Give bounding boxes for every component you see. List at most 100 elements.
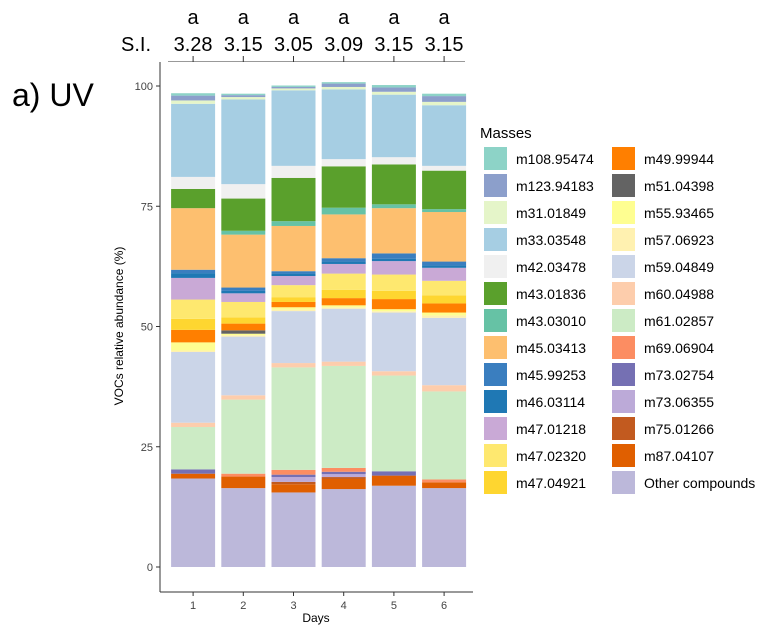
bar-segment-m43-03010-day-5: [371, 204, 416, 209]
si-value: 3.15: [374, 34, 413, 56]
legend-label: m45.03413: [516, 340, 586, 356]
bar-segment-m55-93465-day-1: [171, 342, 216, 351]
bar-segment-m123-94183-day-5: [371, 87, 416, 92]
bar-segment-m61-02857-day-1: [171, 427, 216, 470]
bar-segment-m42-03478-day-4: [321, 159, 366, 167]
legend-item: m87.04107: [612, 444, 714, 467]
legend-label: m47.04921: [516, 475, 586, 491]
legend-item: m46.03114: [484, 390, 585, 413]
bar-segment-m47-02320-day-6: [422, 280, 467, 296]
legend-label: m69.06904: [644, 340, 714, 356]
bar-segment-m108-95474-day-1: [171, 93, 216, 96]
bar-segment-m31-01849-day-4: [321, 86, 366, 90]
legend-item: m73.06355: [612, 390, 714, 413]
bar-segment-m31-01849-day-3: [271, 88, 316, 91]
y-tick-label: 75: [141, 201, 153, 213]
legend-title: Masses: [480, 125, 532, 142]
bar-segment-m47-01218-day-5: [371, 261, 416, 275]
bar-segment-m47-01218-day-4: [321, 263, 366, 274]
bar-segment-m108-95474-day-6: [422, 93, 467, 97]
legend-label: m73.02754: [644, 367, 714, 383]
legend: Masses m108.95474 m123.94183 m31.01849 m33.…: [480, 125, 755, 494]
si-value: 3.09: [324, 34, 363, 56]
y-tick-label: 0: [147, 562, 153, 574]
bar-segment-m47-02320-day-2: [221, 301, 266, 318]
bar-segment-m87-04107-day-4: [321, 478, 366, 490]
legend-label: m87.04107: [644, 448, 714, 464]
x-tick-label: 2: [240, 600, 246, 612]
bar-segment-m75-01266-day-4: [321, 477, 366, 479]
legend-swatch: [484, 471, 507, 494]
legend-item: m59.04849: [612, 255, 714, 278]
legend-swatch: [484, 309, 507, 332]
legend-label: m42.03478: [516, 259, 586, 275]
significance-letter: a: [188, 7, 200, 29]
bar-segment-other-compounds-day-5: [371, 485, 416, 567]
bar-segment-m43-01836-day-4: [321, 166, 366, 208]
bar-segment-other-compounds-day-6: [422, 488, 467, 567]
bar-segment-m31-01849-day-2: [221, 97, 266, 100]
legend-swatch: [612, 174, 635, 197]
bar-segment-m45-03413-day-1: [171, 208, 216, 270]
bar-segment-m69-06904-day-6: [422, 479, 467, 483]
legend-item: m123.94183: [484, 174, 594, 197]
bar-segment-m45-03413-day-5: [371, 208, 416, 254]
legend-swatch: [612, 201, 635, 224]
bar-segment-m73-02754-day-1: [171, 469, 216, 474]
bar-segment-m87-04107-day-5: [371, 475, 416, 486]
legend-swatch: [484, 282, 507, 305]
y-tick-label: 100: [135, 81, 153, 93]
bar-segment-m49-99944-day-5: [371, 299, 416, 310]
bar-stack-day-6: [422, 93, 467, 567]
bar-segment-m59-04849-day-2: [221, 336, 266, 396]
bar-segment-m43-03010-day-2: [221, 230, 266, 235]
bar-segment-m45-99253-day-6: [422, 261, 467, 266]
bar-stack-day-3: [271, 85, 316, 567]
legend-label: m51.04398: [644, 178, 714, 194]
legend-item: m61.02857: [612, 309, 714, 332]
significance-letter: a: [439, 7, 451, 29]
legend-swatch: [484, 363, 507, 386]
legend-item: m31.01849: [484, 201, 586, 224]
legend-label: m61.02857: [644, 313, 714, 329]
significance-letter: a: [288, 7, 300, 29]
bar-segment-m61-02857-day-6: [422, 391, 467, 480]
bar-segment-m43-01836-day-5: [371, 164, 416, 205]
bar-segment-m87-04107-day-6: [422, 482, 467, 489]
bar-segment-m60-04988-day-5: [371, 371, 416, 376]
bar-segment-m45-99253-day-2: [221, 287, 266, 291]
bar-segment-m42-03478-day-1: [171, 176, 216, 189]
bar-segment-m47-01218-day-2: [221, 293, 266, 302]
bar-segment-m61-02857-day-5: [371, 375, 416, 472]
legend-swatch: [484, 255, 507, 278]
si-label: S.I.: [121, 34, 151, 56]
bar-segment-m46-03114-day-2: [221, 290, 266, 294]
si-value: 3.05: [274, 34, 313, 56]
y-axis: 0 25 50 75 100: [135, 62, 161, 592]
legend-swatch: [484, 390, 507, 413]
bar-segment-m31-01849-day-6: [422, 101, 467, 106]
bar-segment-m73-06355-day-4: [321, 474, 366, 478]
legend-swatch: [484, 174, 507, 197]
legend-label: m31.01849: [516, 205, 586, 221]
bar-segment-m45-03413-day-3: [271, 225, 316, 272]
bar-segment-m33-03548-day-6: [422, 105, 467, 166]
panel-label: a) UV: [12, 77, 94, 113]
bar-segment-m47-04921-day-6: [422, 295, 467, 304]
bar-segment-m45-99253-day-3: [271, 271, 316, 274]
bar-segment-m87-04107-day-3: [271, 484, 316, 493]
bar-segment-m60-04988-day-4: [321, 361, 366, 366]
bar-segment-other-compounds-day-1: [171, 478, 216, 567]
bar-segment-m87-04107-day-2: [221, 476, 266, 489]
bar-segment-m47-01218-day-6: [422, 267, 467, 281]
bar-segment-m108-95474-day-2: [221, 93, 266, 96]
significance-letter: a: [388, 7, 400, 29]
bar-segment-m60-04988-day-3: [271, 363, 316, 368]
legend-swatch: [612, 417, 635, 440]
bar-stack-day-4: [321, 82, 366, 567]
bar-segment-m60-04988-day-2: [221, 395, 266, 400]
bar-segment-m42-03478-day-3: [271, 165, 316, 178]
legend-swatch: [484, 147, 507, 170]
bar-segment-m55-93465-day-3: [271, 307, 316, 310]
bar-segment-m43-03010-day-6: [422, 209, 467, 213]
